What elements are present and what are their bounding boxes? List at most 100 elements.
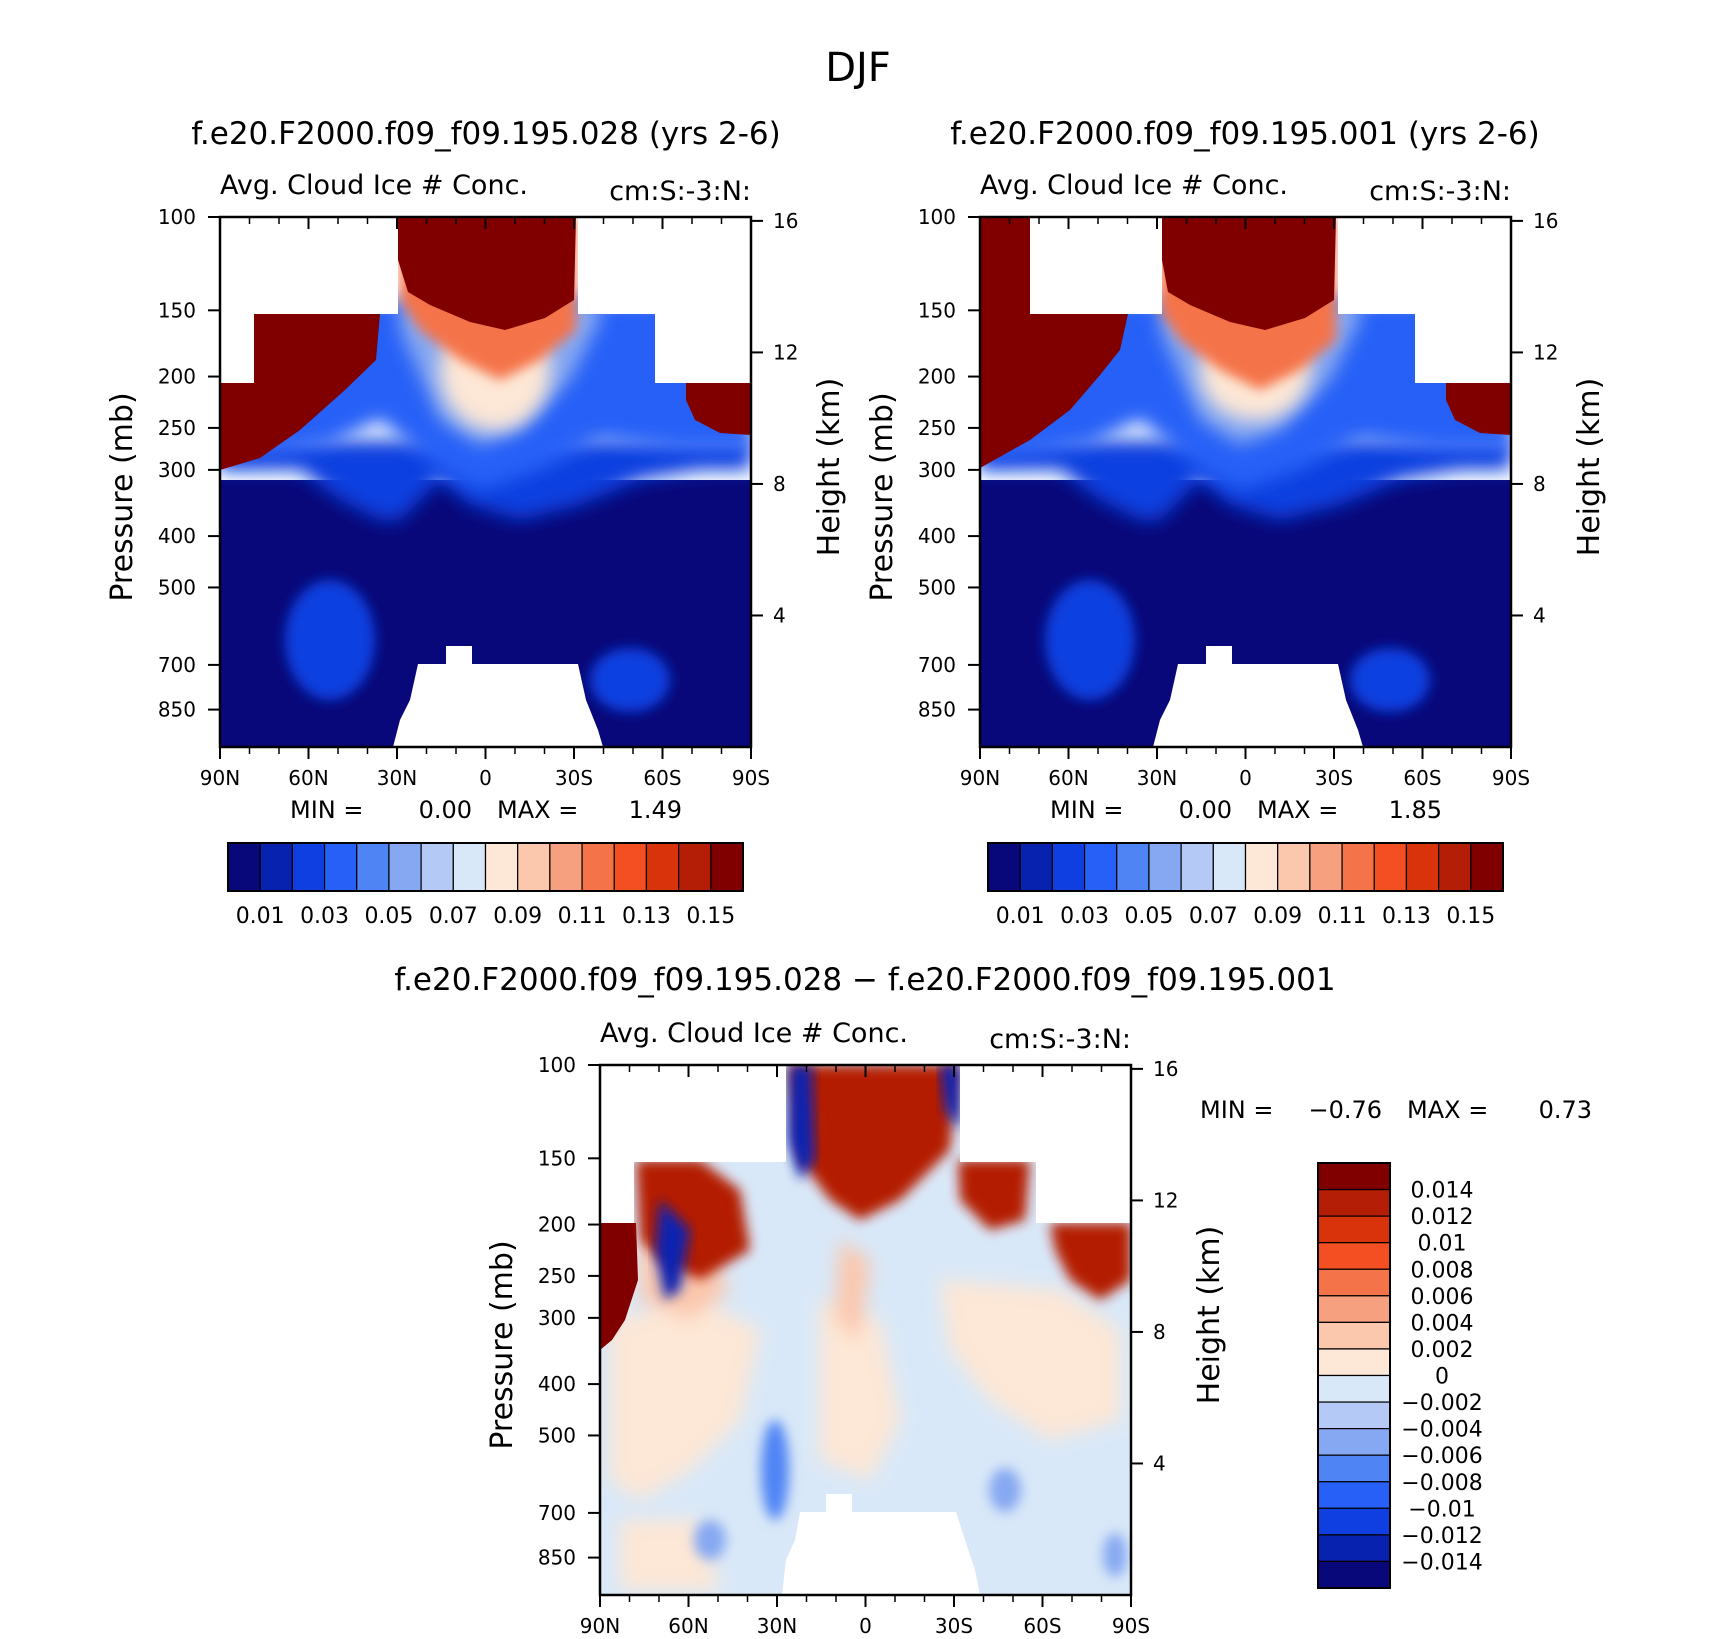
colorbar-label: −0.004 xyxy=(1401,1418,1482,1443)
colorbar-swatch xyxy=(323,842,358,892)
colorbar-label: 0.004 xyxy=(1411,1311,1474,1336)
axes-layer: 90N 60N 30N 0 30S 60S 90S100150200250300400500… xyxy=(105,205,1607,1638)
y-tick-label: 300 xyxy=(158,458,196,482)
colorbar-swatch xyxy=(1116,842,1150,892)
colorbar-label: 0.01 xyxy=(1418,1232,1467,1257)
colorbar-swatch xyxy=(1019,842,1053,892)
x-tick-label: 30N xyxy=(1137,766,1177,790)
colorbar-label: 0.05 xyxy=(1124,904,1173,929)
x-tick-label: 60S xyxy=(1023,1614,1061,1638)
colorbar-swatch xyxy=(710,842,744,892)
colorbar-label: 0.09 xyxy=(493,904,542,929)
y2-tick-label: 8 xyxy=(1153,1320,1166,1344)
colorbar-label: 0.006 xyxy=(1411,1285,1474,1310)
y2-tick-label: 16 xyxy=(1533,209,1558,233)
x-tick-label: 60N xyxy=(1048,766,1088,790)
x-tick-label: 0 xyxy=(859,1614,872,1638)
colorbar-label: −0.006 xyxy=(1401,1444,1482,1469)
x-tick-label: 30N xyxy=(377,766,417,790)
min-max-2: MIN = −0.76 MAX = 0.73 xyxy=(1200,1096,1592,1124)
y-tick-label: 700 xyxy=(918,653,956,677)
y-tick-label: 850 xyxy=(918,698,956,722)
y2-tick-label: 4 xyxy=(1153,1451,1166,1475)
missing-top-sh xyxy=(1338,217,1511,383)
field-trop-low xyxy=(788,1065,815,1180)
missing-top-nh xyxy=(1030,217,1162,314)
panel-difference: f.e20.F2000.f09_f09.195.028 − f.e20.F200… xyxy=(394,962,1336,1595)
panel-subtitle-left: Avg. Cloud Ice # Conc. xyxy=(600,1018,908,1049)
missing-top-sh xyxy=(960,1065,1131,1223)
y-tick-label: 300 xyxy=(538,1306,576,1330)
y-tick-label: 250 xyxy=(538,1264,576,1288)
y-tick-label: 200 xyxy=(158,365,196,389)
x-tick-label: 30S xyxy=(555,766,593,790)
y2-axis-label: Height (km) xyxy=(812,378,847,557)
x-tick-label: 90N xyxy=(580,1614,620,1638)
y-tick-label: 500 xyxy=(538,1423,576,1447)
y2-tick-label: 4 xyxy=(773,603,786,627)
field-sh-high xyxy=(958,1160,1030,1230)
axes-panel-2: 90N 60N 30N 0 30S 60S 90S 100 150 200 250 300 400 500… xyxy=(485,1053,1227,1638)
colorbar-swatch xyxy=(1317,1481,1391,1509)
colorbar-swatch xyxy=(1180,842,1214,892)
colorbar-swatch xyxy=(1470,842,1504,892)
y-tick-label: 850 xyxy=(158,698,196,722)
colorbar-label: −0.01 xyxy=(1408,1497,1475,1522)
y-tick-label: 250 xyxy=(158,416,196,440)
colorbar-label: 0.05 xyxy=(364,904,413,929)
panel-subtitle-right: cm:S:-3:N: xyxy=(609,176,751,207)
field-tropical-max xyxy=(398,217,576,330)
missing-surface xyxy=(1153,646,1363,747)
colorbar-label: 0.07 xyxy=(429,904,478,929)
colorbar-label: 0.03 xyxy=(1060,904,1109,929)
y2-tick-label: 8 xyxy=(773,472,786,496)
max-label: MAX = xyxy=(497,796,578,824)
colorbar-label: 0.11 xyxy=(1318,904,1367,929)
colorbar-label: −0.014 xyxy=(1401,1550,1482,1575)
y2-axis-label: Height (km) xyxy=(1192,1226,1227,1405)
y2-tick-label: 12 xyxy=(773,340,798,364)
field-nh-low xyxy=(655,1200,690,1300)
colorbar-frame xyxy=(987,842,1504,892)
colorbar-swatch xyxy=(1317,1188,1391,1217)
colorbar-swatch xyxy=(1373,842,1408,892)
missing-surface xyxy=(782,1494,980,1595)
colorbar-label: 0 xyxy=(1435,1365,1449,1390)
y2-tick-label: 12 xyxy=(1153,1188,1178,1212)
colorbar-0: 0.01 0.03 0.05 0.07 0.09 0.11 0.13 0.15 xyxy=(227,842,744,929)
missing-top-nh xyxy=(220,217,398,383)
field-trop-low xyxy=(940,1065,960,1130)
colorbar-label: 0.11 xyxy=(558,904,607,929)
colorbar-swatch xyxy=(645,842,680,892)
colorbar-swatch xyxy=(1317,1534,1391,1563)
panel-subtitle-left: Avg. Cloud Ice # Conc. xyxy=(980,170,1288,201)
x-tick-label: 30S xyxy=(1315,766,1353,790)
contour-field xyxy=(220,217,751,747)
colorbar-swatch xyxy=(1309,842,1343,892)
contour-field xyxy=(600,1065,1131,1595)
field-blob xyxy=(590,648,670,712)
field-nh-max xyxy=(600,1223,638,1350)
y-tick-label: 150 xyxy=(918,298,956,322)
field-trop-high xyxy=(788,1065,958,1220)
colorbar-swatch xyxy=(291,842,326,892)
colorbar-swatch xyxy=(1244,842,1279,892)
panel-subtitle-left: Avg. Cloud Ice # Conc. xyxy=(220,170,528,201)
colorbar-swatch xyxy=(1438,842,1472,892)
field-sh-high xyxy=(686,383,751,435)
missing-top-sh xyxy=(578,217,751,383)
y2-tick-label: 12 xyxy=(1533,340,1558,364)
colorbar-label: 0.01 xyxy=(996,904,1045,929)
colorbar-swatch xyxy=(1083,842,1118,892)
min-max-0: MIN = 0.00 MAX = 1.49 xyxy=(290,796,682,824)
colorbar-1: 0.01 0.03 0.05 0.07 0.09 0.11 0.13 0.15 xyxy=(987,842,1504,929)
colorbar-label: 0.13 xyxy=(622,904,671,929)
axes-panel-1: 90N 60N 30N 0 30S 60S 90S 100 150 200 250 300 400 500… xyxy=(865,205,1607,790)
colorbar-frame xyxy=(1317,1162,1391,1589)
y-tick-label: 200 xyxy=(918,365,956,389)
min-label: MIN = xyxy=(290,796,363,824)
x-tick-label: 0 xyxy=(479,766,492,790)
colorbar-swatch xyxy=(484,842,519,892)
colorbar-swatch xyxy=(1051,842,1086,892)
